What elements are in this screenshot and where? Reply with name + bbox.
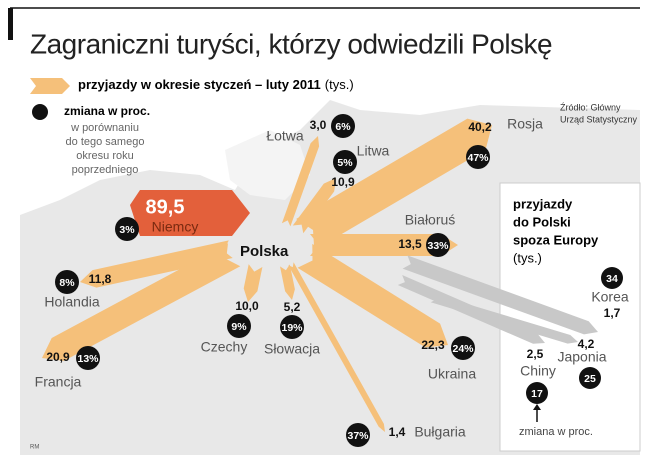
legend-unit: (tys.) [325,77,354,92]
change-value: 5% [337,157,353,169]
arrow-germany [130,190,250,236]
change-value: 47% [467,152,489,164]
note-arrowhead [533,404,541,410]
arrow [243,264,263,302]
arrow [310,234,458,256]
source: Urząd Statystyczny [560,114,638,124]
change-circle [76,346,100,370]
change-value: 6% [335,121,351,133]
country-label: Czechy [201,339,248,355]
outside-title: do Polski [513,214,571,229]
title: Zagraniczni turyści, którzy odwiedzili P… [30,28,552,59]
country-label: Bułgaria [414,424,466,440]
value: 10,0 [235,299,259,313]
arrow-outside [402,255,598,335]
value: 2,5 [527,347,544,361]
map-sea [225,130,310,200]
legend-note: w porównaniu do tego samego okresu roku pop… [66,122,145,176]
legend-note-line: poprzedniego [72,164,139,176]
change-circle [333,150,357,174]
country-label: Niemcy [152,219,199,235]
value: 11,8 [89,272,112,286]
country-label: Francja [35,374,82,390]
country-label: Litwa [357,143,390,159]
outside-unit: (tys.) [513,250,542,265]
change-value: 8% [59,277,75,289]
arrow [280,264,295,300]
change-circle [331,114,355,138]
value: 5,2 [284,300,301,314]
outside-title: przyjazdy [513,196,573,211]
value: 22,3 [421,338,445,352]
legend-note-line: w porównaniu [70,122,139,134]
arrow-outside [397,275,545,344]
change-circle [280,315,304,339]
value: 4,2 [578,337,595,351]
legend-arrivals-text: przyjazdy w okresie styczeń – luty 2011 [78,77,321,92]
change-value: 9% [231,321,247,333]
change-circle [601,267,623,289]
change-value: 37% [347,430,369,442]
legend-circle [32,104,48,120]
country-label: Białoruś [405,212,456,228]
change-value: 33% [427,240,449,252]
change-value: 34 [606,273,618,285]
change-value: 25 [584,373,596,385]
center-label: Polska [240,243,289,260]
country-label: Holandia [44,294,99,310]
legend-note-line: okresu roku [76,150,133,162]
value: 89,5 [146,196,185,218]
change-value: 24% [452,343,474,355]
value: 40,2 [468,120,492,134]
country-label: Chiny [520,363,556,379]
arrow [42,243,241,361]
arrow [80,240,233,288]
legend-arrow [30,78,70,94]
arrow [296,118,492,251]
change-value: 17 [531,388,543,400]
value: 3,0 [310,118,327,132]
arrow [281,136,320,227]
corner-bar [8,8,13,40]
change-circle [526,382,548,404]
change-circle [55,270,79,294]
country-label: Rosja [507,116,543,132]
legend-change: zmiana w proc. [64,104,150,118]
change-value: 13% [77,353,99,365]
legend-note-line: do tego samego [66,136,145,148]
country-label: Ukraina [428,366,476,382]
country-label: Łotwa [266,128,304,144]
value: 13,5 [398,237,422,251]
country-label: Korea [591,289,629,305]
change-circle [115,217,139,241]
arrow [288,262,385,432]
change-circle [346,423,370,447]
country-label: Japonia [557,349,606,365]
change-value: 3% [119,224,135,236]
change-circle [466,145,490,169]
map-sea [20,95,640,215]
credit: RM [30,445,39,451]
country-label: Słowacja [264,341,320,357]
change-circle [426,233,450,257]
outside-title: spoza Europy [513,232,599,247]
change-circle [579,367,601,389]
outside-note: zmiana w proc. [519,426,593,438]
arrow [297,243,448,348]
change-circle [451,336,475,360]
change-circle [227,314,251,338]
source: Źródło: Główny [560,102,621,112]
legend-arrivals: przyjazdy w okresie styczeń – luty 2011 (… [78,77,354,92]
value: 1,4 [389,425,406,439]
change-value: 19% [281,322,303,334]
value: 1,7 [604,306,621,320]
value: 10,9 [331,175,355,189]
arrows [42,118,598,432]
value: 20,9 [46,350,70,364]
